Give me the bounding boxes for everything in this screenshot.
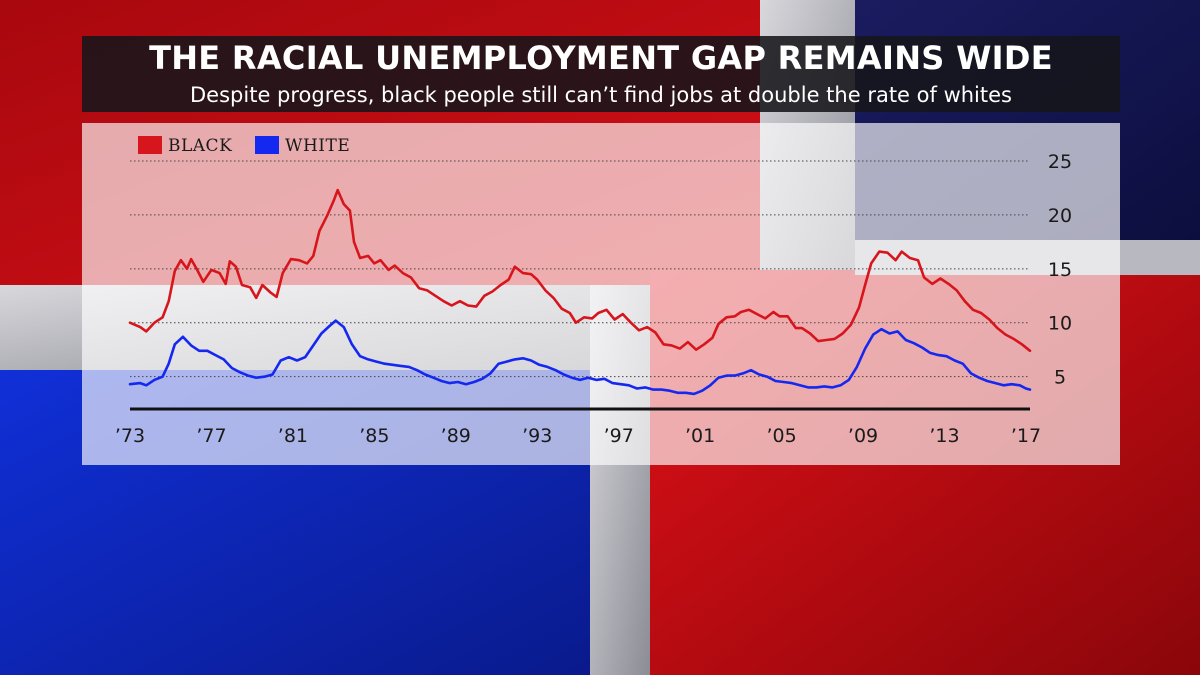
x-tick-label: ’09 — [848, 425, 878, 447]
legend-swatch-white — [255, 136, 279, 154]
series-line-black — [128, 188, 1032, 353]
headline-banner: THE RACIAL UNEMPLOYMENT GAP REMAINS WIDE… — [82, 36, 1120, 112]
legend-swatch-black — [138, 136, 162, 154]
series-lines — [128, 188, 1032, 396]
x-tick-label: ’89 — [441, 425, 471, 447]
legend-item-black: BLACK — [138, 136, 232, 156]
y-tick-label: 5 — [1054, 367, 1066, 389]
x-tick-label: ’73 — [115, 425, 145, 447]
x-tick-label: ’97 — [604, 425, 634, 447]
legend-item-white: WHITE — [255, 136, 350, 156]
x-tick-label: ’77 — [196, 425, 226, 447]
x-tick-label: ’85 — [359, 425, 389, 447]
x-tick-label: ’01 — [685, 425, 715, 447]
y-tick-label: 10 — [1048, 313, 1072, 335]
x-tick-label: ’81 — [278, 425, 308, 447]
gridlines — [130, 160, 1030, 378]
series-line-white — [128, 319, 1032, 396]
x-tick-label: ’17 — [1011, 425, 1041, 447]
legend: BLACK WHITE — [138, 136, 350, 156]
chart-subtitle: Despite progress, black people still can… — [190, 83, 1012, 107]
y-tick-label: 20 — [1048, 205, 1072, 227]
x-tick-label: ’05 — [766, 425, 796, 447]
y-tick-label: 25 — [1048, 151, 1072, 173]
legend-label-white: WHITE — [285, 136, 350, 156]
x-tick-label: ’93 — [522, 425, 552, 447]
x-axis-ticks: ’73 ’77 ’81 ’85 ’89 ’93 ’97 ’01 ’05 ’09 ’13 ’17 — [115, 425, 1041, 447]
x-tick-label: ’13 — [929, 425, 959, 447]
y-tick-label: 15 — [1048, 259, 1072, 281]
legend-label-black: BLACK — [168, 136, 232, 156]
chart-title: THE RACIAL UNEMPLOYMENT GAP REMAINS WIDE — [149, 39, 1053, 77]
y-axis-ticks: 5 10 15 20 25 — [1048, 151, 1072, 389]
